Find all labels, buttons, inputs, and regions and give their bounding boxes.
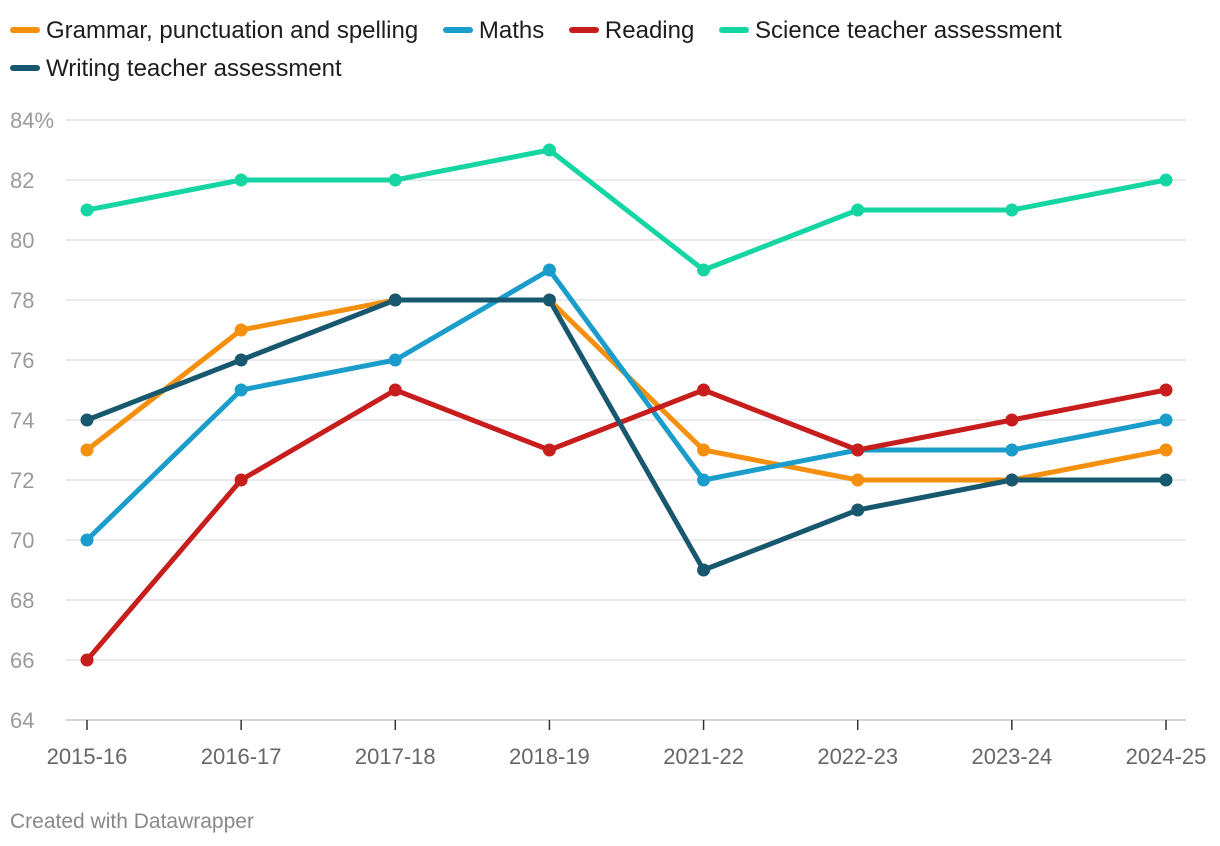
legend-item-grammar[interactable]: Grammar, punctuation and spelling — [10, 12, 418, 50]
legend-item-reading[interactable]: Reading — [568, 12, 695, 50]
legend-swatch-writing — [10, 64, 40, 71]
gridlines — [66, 119, 1186, 721]
data-point — [697, 443, 711, 457]
data-point — [1005, 443, 1019, 457]
data-point — [1159, 413, 1173, 427]
data-point — [80, 653, 94, 667]
data-point — [697, 383, 711, 397]
y-axis: 84% 82 80 78 76 74 72 70 68 66 64 — [10, 108, 54, 733]
data-point — [1159, 173, 1173, 187]
y-tick-label: 78 — [10, 288, 34, 313]
data-point — [1005, 413, 1019, 427]
data-point — [542, 443, 556, 457]
x-tick-label: 2017-18 — [355, 744, 436, 769]
series-lines — [84, 147, 1169, 663]
legend-swatch-reading — [568, 26, 599, 33]
data-point — [851, 203, 865, 217]
y-tick-label: 82 — [10, 168, 34, 193]
data-point — [697, 473, 711, 487]
data-point — [697, 263, 711, 277]
y-tick-label: 72 — [10, 468, 34, 493]
data-point — [851, 443, 865, 457]
legend-label-science: Science teacher assessment — [755, 17, 1062, 44]
series-line — [84, 267, 1169, 543]
data-point — [80, 443, 94, 457]
data-point — [1159, 443, 1173, 457]
footer-credit: Created with Datawrapper — [10, 810, 254, 833]
x-tick-label: 2022-23 — [817, 744, 898, 769]
x-tick-label: 2024-25 — [1126, 744, 1207, 769]
legend-item-science[interactable]: Science teacher assessment — [719, 12, 1062, 50]
data-point — [1159, 383, 1173, 397]
data-point — [697, 563, 711, 577]
x-tick-label: 2016-17 — [201, 744, 282, 769]
data-point — [234, 353, 248, 367]
series-points — [80, 143, 1173, 667]
series-line — [84, 297, 1169, 573]
legend-swatch-science — [719, 26, 749, 33]
y-tick-label: 66 — [10, 648, 34, 673]
data-point — [234, 173, 248, 187]
y-tick-label: 70 — [10, 528, 34, 553]
data-point — [388, 383, 402, 397]
data-point — [234, 473, 248, 487]
x-tick-label: 2018-19 — [509, 744, 590, 769]
legend-label-maths: Maths — [478, 17, 545, 44]
x-axis: 2015-16 2016-17 2017-18 2018-19 2021-22 2022-… — [47, 720, 1207, 769]
data-point — [234, 383, 248, 397]
data-point — [851, 503, 865, 517]
legend-item-writing[interactable]: Writing teacher assessment — [10, 50, 342, 88]
data-point — [1005, 203, 1019, 217]
y-tick-label: 84% — [10, 108, 54, 133]
legend-item-maths[interactable]: Maths — [442, 12, 545, 50]
data-point — [1159, 473, 1173, 487]
legend-label-reading: Reading — [604, 17, 695, 44]
legend-label-writing: Writing teacher assessment — [46, 55, 342, 82]
y-tick-label: 80 — [10, 228, 34, 253]
data-point — [80, 413, 94, 427]
data-point — [388, 293, 402, 307]
series-line — [84, 387, 1169, 663]
x-tick-label: 2023-24 — [971, 744, 1052, 769]
x-tick-label: 2021-22 — [663, 744, 744, 769]
y-tick-label: 76 — [10, 348, 34, 373]
y-tick-label: 64 — [10, 708, 34, 733]
data-point — [388, 353, 402, 367]
legend-label-grammar: Grammar, punctuation and spelling — [46, 17, 419, 44]
data-point — [388, 173, 402, 187]
data-point — [234, 323, 248, 337]
data-point — [851, 473, 865, 487]
legend: Grammar, punctuation and spelling Maths … — [10, 12, 1210, 88]
y-tick-label: 68 — [10, 588, 34, 613]
y-tick-label: 74 — [10, 408, 34, 433]
x-tick-label: 2015-16 — [47, 744, 128, 769]
data-point — [542, 143, 556, 157]
series-line — [84, 147, 1169, 273]
data-point — [80, 533, 94, 547]
data-point — [80, 203, 94, 217]
data-point — [542, 263, 556, 277]
data-point — [542, 293, 556, 307]
legend-swatch-grammar — [10, 26, 40, 33]
data-point — [1005, 473, 1019, 487]
legend-swatch-maths — [442, 26, 473, 33]
